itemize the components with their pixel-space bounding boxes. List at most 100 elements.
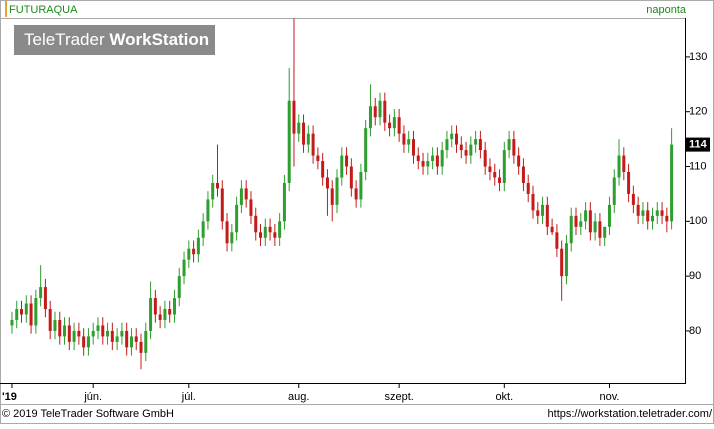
candle-body: [622, 155, 626, 173]
candle-body: [254, 215, 258, 233]
candle-body: [182, 259, 186, 277]
candle-body: [58, 319, 62, 337]
candle-body: [541, 204, 545, 216]
candle-body: [168, 309, 172, 315]
candle-body: [641, 210, 645, 216]
candle-body: [569, 215, 573, 244]
candle-body: [239, 188, 243, 205]
candle-body: [411, 139, 415, 156]
x-tick-label: júl.: [181, 391, 196, 403]
watermark: TeleTrader WorkStation: [24, 30, 209, 49]
candle-body: [215, 182, 219, 189]
candle-body: [646, 210, 650, 222]
candle-body: [493, 172, 497, 178]
candle-body: [225, 221, 229, 244]
watermark-product: WorkStation: [109, 30, 209, 49]
candle-body: [249, 199, 253, 216]
candle-body: [82, 336, 86, 348]
candle-body: [15, 309, 19, 320]
last-value-label: 114: [689, 139, 708, 151]
candle-body: [297, 122, 301, 134]
candle-body: [268, 226, 272, 233]
candle-body: [526, 182, 530, 194]
y-tick-label: 100: [689, 215, 707, 227]
copyright: © 2019 TeleTrader Software GmbH: [2, 408, 174, 420]
candle-body: [631, 193, 635, 205]
candle-body: [96, 325, 100, 331]
candle-body: [177, 276, 181, 299]
candle-body: [287, 100, 291, 183]
symbol: FUTURAQUA: [9, 4, 78, 16]
candle-body: [172, 298, 176, 315]
candle-body: [531, 193, 535, 211]
candle-body: [598, 221, 602, 238]
candle-body: [67, 325, 71, 342]
candle-body: [670, 144, 674, 222]
x-tick-label: aug.: [288, 391, 309, 403]
candle-body: [345, 155, 349, 167]
candle-body: [378, 100, 382, 118]
candle-body: [364, 128, 368, 173]
candle-body: [101, 325, 105, 337]
candle-body: [340, 155, 344, 178]
candle-body: [588, 210, 592, 233]
candle-body: [445, 139, 449, 151]
candle-body: [325, 177, 329, 189]
candle-body: [617, 155, 621, 178]
candle-body: [34, 298, 38, 326]
candle-body: [593, 221, 597, 233]
candle-body: [354, 188, 358, 200]
candle-body: [153, 298, 157, 315]
candle-body: [517, 155, 521, 167]
interval: naponta: [646, 4, 687, 16]
candle-body: [431, 155, 435, 162]
last-value-box: [686, 137, 710, 152]
candle-body: [158, 314, 162, 320]
candle-body: [48, 309, 52, 331]
candle-body: [149, 298, 153, 331]
x-tick-label: '19: [2, 391, 17, 403]
candle-body: [560, 248, 564, 277]
candle-body: [469, 144, 473, 156]
candle-body: [134, 336, 138, 342]
candle-body: [29, 303, 33, 326]
candle-body: [163, 309, 167, 320]
candle-body: [273, 232, 277, 238]
candle-body: [521, 166, 525, 183]
candle-body: [282, 182, 286, 222]
candle-body: [359, 172, 363, 200]
candle-body: [555, 232, 559, 249]
candle-body: [24, 303, 28, 315]
candle-body: [579, 221, 583, 227]
candle-body: [574, 215, 578, 227]
candle-body: [368, 106, 372, 129]
candle-body: [316, 155, 320, 162]
y-tick-label: 80: [689, 325, 701, 337]
y-tick-label: 110: [689, 160, 707, 172]
y-tick-label: 130: [689, 51, 707, 63]
candle-body: [43, 287, 47, 310]
candle-body: [607, 204, 611, 227]
candle-body: [53, 319, 57, 331]
candle-body: [660, 210, 664, 216]
candle-body: [263, 226, 267, 238]
x-tick-label: jún.: [83, 391, 102, 403]
candle-body: [77, 330, 81, 337]
candle-body: [421, 161, 425, 167]
candle-body: [584, 210, 588, 222]
candle-body: [63, 325, 67, 337]
candle-body: [636, 204, 640, 216]
candle-body: [416, 155, 420, 162]
watermark-box: [14, 25, 215, 55]
watermark-brand: TeleTrader: [24, 30, 105, 49]
candle-body: [407, 139, 411, 145]
candle-body: [488, 166, 492, 173]
candle-body: [120, 330, 124, 337]
candle-body: [115, 336, 119, 342]
candle-body: [349, 166, 353, 189]
candle-body: [129, 336, 133, 348]
candle-body: [478, 139, 482, 151]
candle-body: [110, 330, 114, 342]
candle-body: [650, 215, 654, 222]
